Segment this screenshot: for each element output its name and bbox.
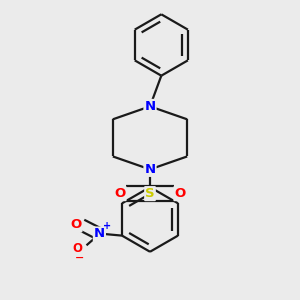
Text: N: N — [144, 100, 156, 113]
Text: O: O — [72, 242, 82, 255]
Text: O: O — [174, 187, 186, 200]
Text: +: + — [103, 221, 112, 231]
Text: −: − — [75, 253, 85, 263]
Text: N: N — [144, 163, 156, 176]
Text: O: O — [70, 218, 81, 232]
Text: N: N — [94, 227, 105, 241]
Text: S: S — [145, 187, 155, 200]
Text: O: O — [114, 187, 126, 200]
